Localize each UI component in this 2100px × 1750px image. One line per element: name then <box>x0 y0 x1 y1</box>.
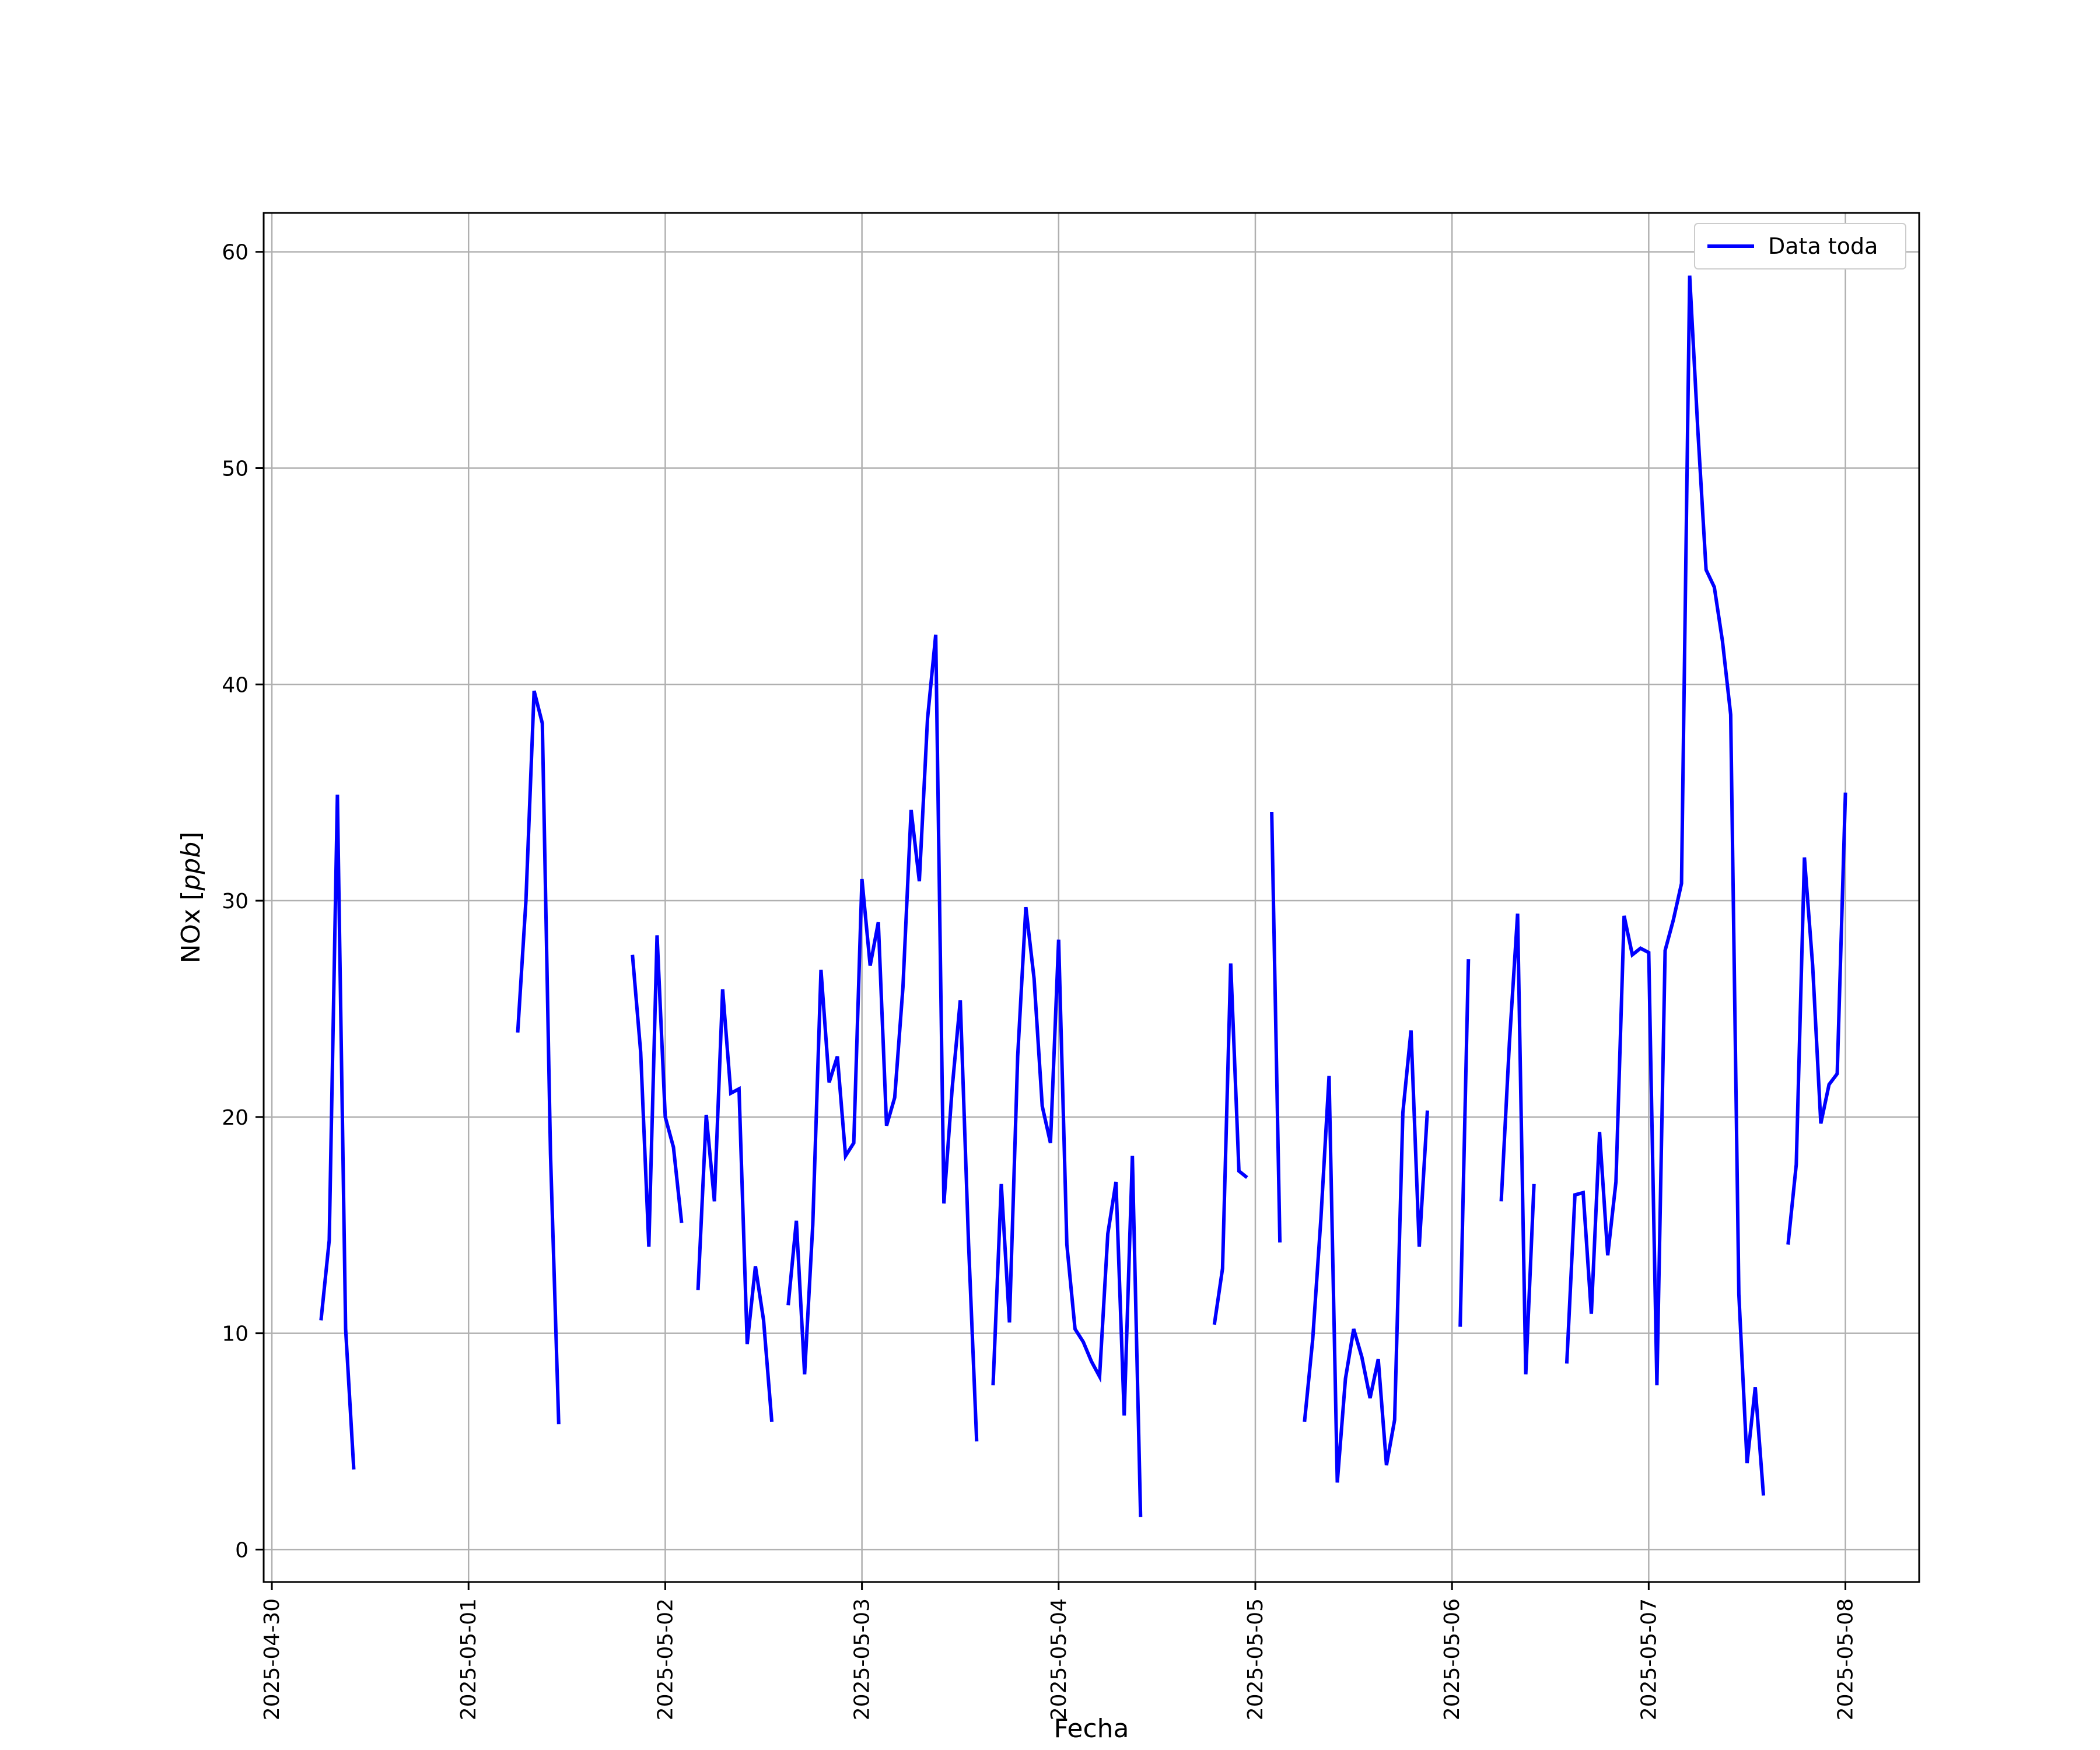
y-tick-label: 40 <box>222 673 249 697</box>
series-line-segment <box>786 634 979 1442</box>
series-line-segment <box>1786 792 1847 1245</box>
x-tick-label: 2025-04-30 <box>260 1598 284 1720</box>
series-line-segment <box>696 989 774 1422</box>
y-tick-label: 0 <box>235 1538 249 1562</box>
plot-frame <box>262 212 1920 1583</box>
x-tick-label: 2025-05-03 <box>850 1598 874 1720</box>
x-tick-label: 2025-05-07 <box>1637 1598 1661 1720</box>
y-tick-label: 50 <box>222 457 249 481</box>
series-line-segment <box>631 935 684 1247</box>
series-line-segment <box>991 907 1143 1517</box>
series-line-segment <box>1303 1030 1429 1483</box>
grid <box>264 213 1919 1582</box>
y-tick-label: 20 <box>222 1106 249 1130</box>
legend-label: Data toda <box>1768 233 1878 259</box>
series-line-segment <box>1564 275 1766 1496</box>
legend: Data toda <box>1694 223 1906 270</box>
series-line-segment <box>319 794 356 1470</box>
x-tick-label: 2025-05-06 <box>1440 1598 1464 1720</box>
y-tick-label: 10 <box>222 1322 249 1346</box>
series-line-segment <box>1458 959 1471 1327</box>
x-tick-label: 2025-05-04 <box>1047 1598 1071 1720</box>
x-tick-label: 2025-05-08 <box>1834 1598 1858 1720</box>
series-line-segment <box>516 690 561 1424</box>
series-line-segment <box>1212 963 1248 1325</box>
y-axis: 0 10 20 30 40 50 60 <box>222 241 264 1562</box>
x-tick-label: 2025-05-02 <box>653 1598 677 1720</box>
x-axis: 2025-04-30 2025-05-01 2025-05-02 2025-05-03… <box>260 1582 1858 1720</box>
x-axis-title: Fecha <box>1054 1714 1129 1744</box>
series-line-segment <box>1270 811 1282 1242</box>
x-tick-label: 2025-05-01 <box>457 1598 481 1720</box>
legend-box <box>1694 223 1906 270</box>
y-axis-title: NOx [ppb] <box>176 832 206 964</box>
x-tick-label: 2025-05-05 <box>1244 1598 1268 1720</box>
series-line-segment <box>1499 914 1536 1375</box>
series-layer <box>319 275 1847 1517</box>
y-tick-label: 60 <box>222 241 249 265</box>
y-tick-label: 30 <box>222 890 249 914</box>
